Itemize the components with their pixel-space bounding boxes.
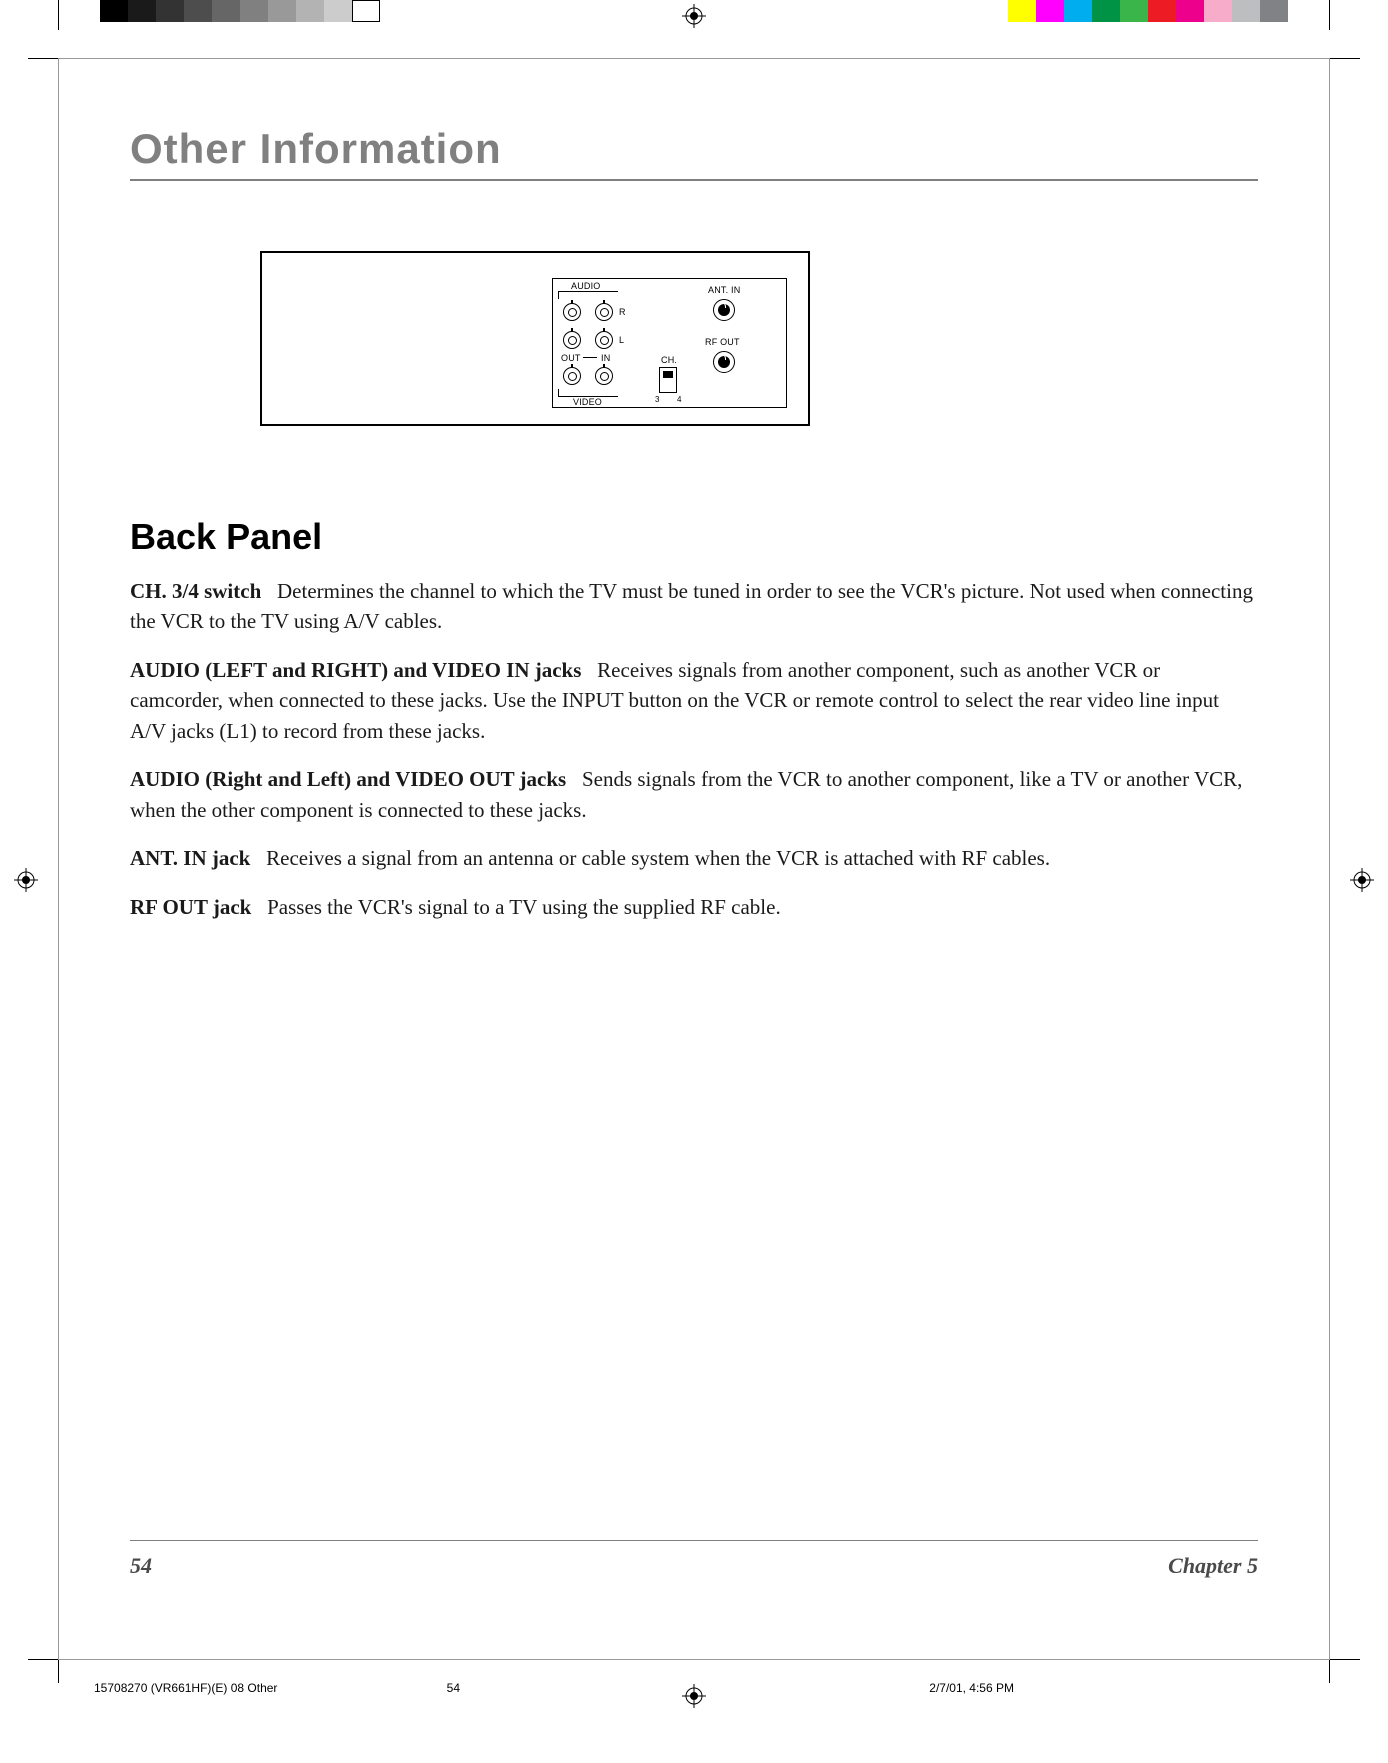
label-video: VIDEO <box>573 397 602 407</box>
slug-line: 15708270 (VR661HF)(E) 08 Other 54 2/7/01… <box>94 1681 1294 1695</box>
registration-mark-top <box>682 4 706 28</box>
ch-switch <box>659 367 677 393</box>
label-in: IN <box>601 353 610 363</box>
content-area: Other Information AUDIO R L OUT IN <box>130 125 1258 940</box>
jack-video-out <box>563 367 581 385</box>
footer-rule <box>130 1540 1258 1541</box>
registration-mark-left <box>14 868 38 892</box>
label-ant-in: ANT. IN <box>708 285 740 295</box>
para-rf-out: RF OUT jack Passes the VCR's signal to a… <box>130 892 1258 922</box>
label-3: 3 <box>655 395 660 404</box>
slug-page: 54 <box>447 1681 460 1695</box>
term: ANT. IN jack <box>130 846 250 870</box>
label-r: R <box>619 307 626 317</box>
section-title: Back Panel <box>130 516 1258 558</box>
colorbar-left <box>100 0 380 22</box>
term: CH. 3/4 switch <box>130 579 261 603</box>
para-ch-switch: CH. 3/4 switch Determines the channel to… <box>130 576 1258 637</box>
panel-inset: AUDIO R L OUT IN VIDEO <box>552 278 787 408</box>
term: AUDIO (LEFT and RIGHT) and VIDEO IN jack… <box>130 658 581 682</box>
para-av-in: AUDIO (LEFT and RIGHT) and VIDEO IN jack… <box>130 655 1258 746</box>
back-panel-diagram: AUDIO R L OUT IN VIDEO <box>260 251 1258 426</box>
coax-rf-out <box>713 351 735 373</box>
jack-audio-in-l <box>595 331 613 349</box>
page-footer: 54 Chapter 5 <box>130 1540 1258 1579</box>
page-number: 54 <box>130 1553 152 1579</box>
header-rule <box>130 179 1258 181</box>
slug-date: 2/7/01, 4:56 PM <box>929 1681 1014 1695</box>
page-header: Other Information <box>130 125 1258 173</box>
desc: Determines the channel to which the TV m… <box>130 579 1253 633</box>
term: AUDIO (Right and Left) and VIDEO OUT jac… <box>130 767 566 791</box>
desc: Passes the VCR's signal to a TV using th… <box>267 895 781 919</box>
jack-audio-out-r <box>563 303 581 321</box>
label-audio: AUDIO <box>571 281 601 291</box>
desc: Receives a signal from an antenna or cab… <box>266 846 1050 870</box>
jack-video-in <box>595 367 613 385</box>
para-av-out: AUDIO (Right and Left) and VIDEO OUT jac… <box>130 764 1258 825</box>
label-4: 4 <box>677 395 682 404</box>
label-ch: CH. <box>661 355 677 365</box>
chapter-label: Chapter 5 <box>1168 1553 1258 1579</box>
label-l: L <box>619 335 624 345</box>
registration-mark-right <box>1350 868 1374 892</box>
term: RF OUT jack <box>130 895 251 919</box>
body-text: CH. 3/4 switch Determines the channel to… <box>130 576 1258 922</box>
colorbar-right <box>1008 0 1288 22</box>
jack-audio-in-r <box>595 303 613 321</box>
slug-file: 15708270 (VR661HF)(E) 08 Other <box>94 1681 277 1695</box>
label-rf-out: RF OUT <box>705 337 740 347</box>
coax-ant-in <box>713 299 735 321</box>
label-out: OUT <box>561 353 581 363</box>
para-ant-in: ANT. IN jack Receives a signal from an a… <box>130 843 1258 873</box>
jack-audio-out-l <box>563 331 581 349</box>
